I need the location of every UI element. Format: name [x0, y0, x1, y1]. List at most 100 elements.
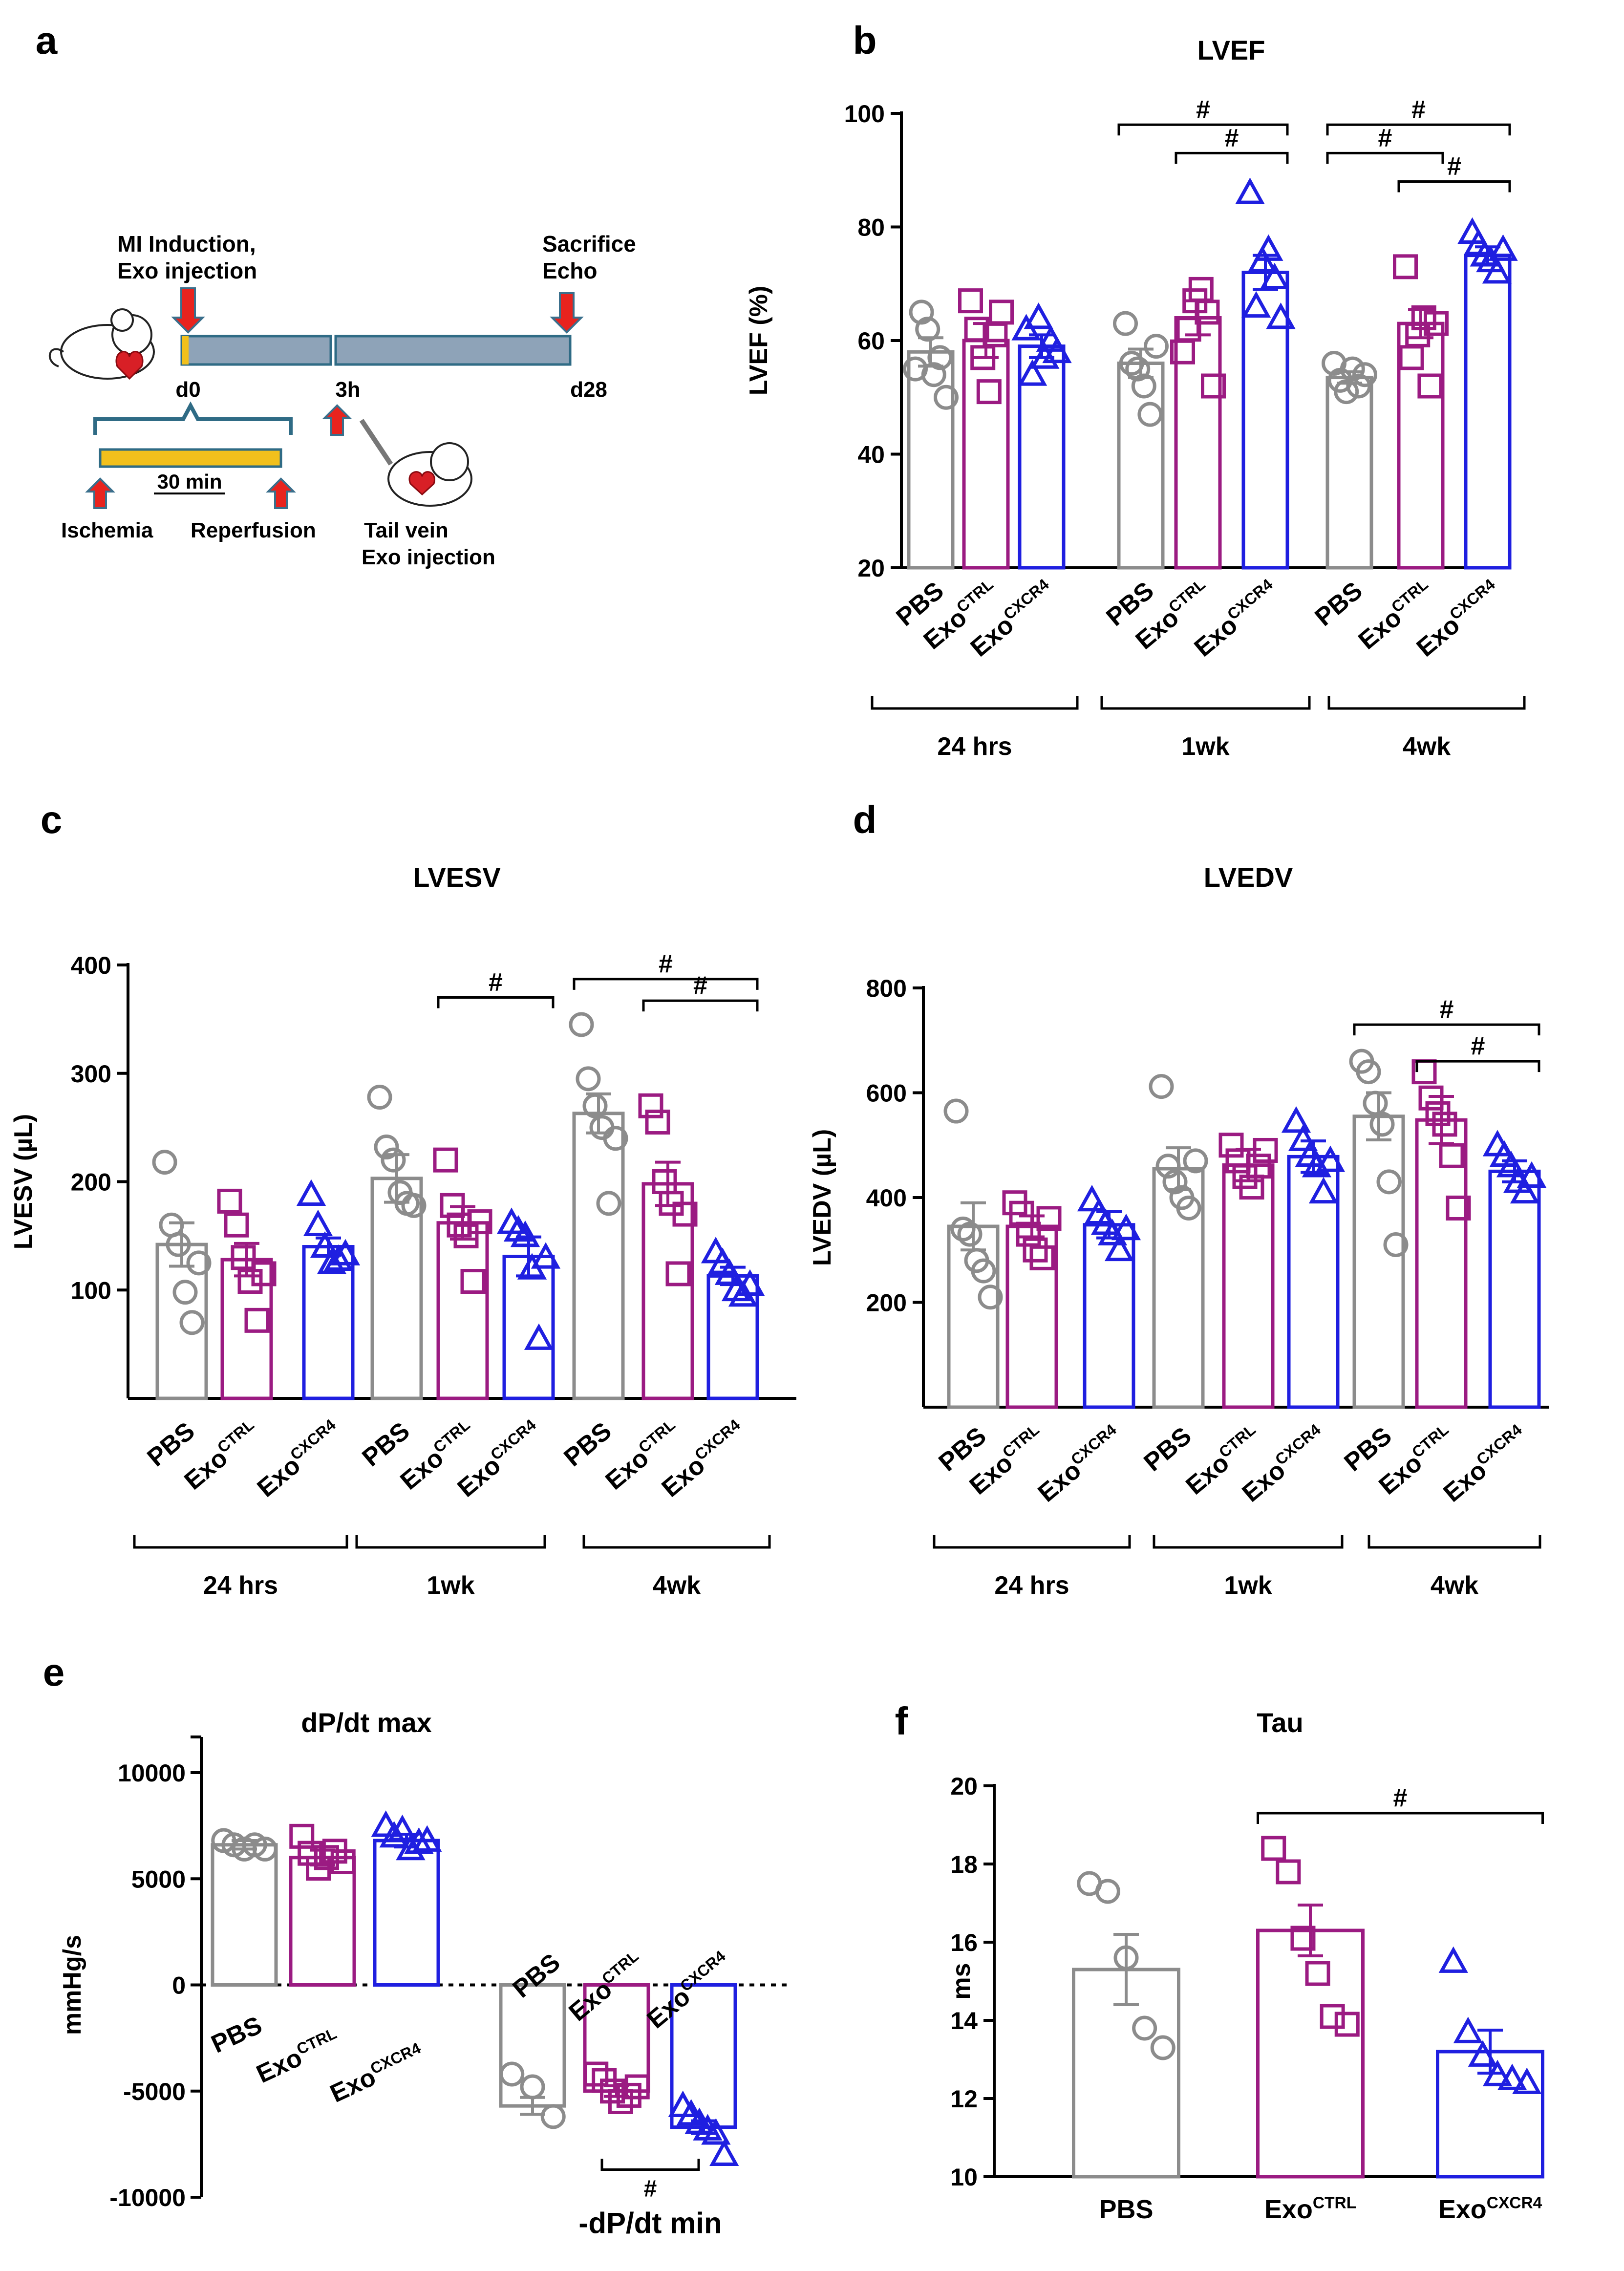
data-point [709, 2139, 739, 2166]
data-point [576, 1066, 601, 1092]
data-point [1176, 1195, 1201, 1221]
y-tick-label: 100 [71, 1277, 111, 1304]
data-point [1288, 1124, 1318, 1151]
ischemia-arrow [85, 477, 115, 509]
panel-label-c: c [41, 798, 63, 841]
data-point [1218, 1133, 1244, 1158]
data-point [1149, 1074, 1174, 1099]
category-label: PBS [508, 1948, 566, 2003]
data-point [950, 1216, 976, 1242]
min-label: -dP/dt min [578, 2207, 722, 2240]
significance-bracket [1257, 1812, 1544, 1824]
category-label: PBS [559, 1417, 617, 1472]
data-point [1104, 1234, 1134, 1262]
data-point [1125, 356, 1151, 382]
data-point [1077, 1184, 1107, 1212]
timepoint-bracket [1100, 696, 1311, 710]
data-point [1276, 1859, 1301, 1885]
data-point [467, 1209, 492, 1235]
timeline-bar-late [334, 335, 572, 366]
chart-title: LVEDV [1204, 862, 1293, 893]
zoom-bracket [93, 401, 293, 435]
data-point [1111, 1213, 1141, 1241]
y-axis-label: LVESV (µL) [9, 1114, 38, 1249]
category-label: ExoCXCR4 [325, 2039, 428, 2108]
y-axis-label: ms [947, 1963, 976, 1999]
significance-mark: # [1393, 1784, 1408, 1812]
y-tick-label: 60 [857, 327, 885, 355]
timepoint-label: 4wk [1431, 1571, 1478, 1600]
data-point [310, 1231, 340, 1258]
data-point [251, 1261, 277, 1286]
y-tick-label: 10000 [118, 1759, 186, 1787]
significance-bracket [1175, 151, 1289, 164]
data-point [1119, 351, 1144, 376]
bar [1464, 254, 1512, 570]
bar [289, 1856, 356, 1987]
data-point [638, 1093, 663, 1118]
data-point [989, 300, 1014, 325]
y-tick-label: 20 [950, 1773, 978, 1800]
data-point [1042, 336, 1072, 364]
data-point [1315, 1145, 1346, 1172]
data-point [583, 2061, 609, 2087]
data-point [503, 1215, 534, 1242]
data-point [172, 1280, 198, 1305]
y-tick-label: 400 [71, 952, 111, 979]
data-point [1470, 240, 1499, 267]
data-point [1030, 342, 1060, 369]
data-point [1131, 373, 1156, 399]
data-point [1235, 177, 1265, 204]
data-point [371, 1810, 401, 1837]
data-point [1017, 359, 1047, 386]
data-point [1468, 2040, 1498, 2067]
panel-c-lvesv-chart: LVESV 100 200 300 400 LVESV (µL) PBS ExoCTRLExo… [9, 862, 796, 1600]
data-point [330, 1849, 356, 1874]
data-point [1024, 302, 1053, 329]
category-label: ExoCTRL [563, 1947, 650, 2027]
data-point [624, 2074, 650, 2100]
data-point [1113, 311, 1138, 336]
data-point [186, 1250, 212, 1276]
significance-mark: # [1196, 95, 1210, 124]
mouse-icon [49, 308, 155, 380]
y-tick-label: 200 [71, 1169, 111, 1196]
data-point [915, 317, 940, 342]
data-point [387, 1814, 417, 1842]
data-point [1517, 1161, 1547, 1188]
data-point [1036, 1206, 1062, 1231]
mouse-syringe-icon [359, 419, 472, 507]
timepoint-label: 24 hrs [937, 732, 1012, 761]
data-point [217, 1188, 242, 1214]
y-tick-label: 300 [71, 1060, 111, 1088]
data-point [701, 2118, 731, 2145]
timepoint-label: 4wk [653, 1571, 701, 1600]
data-point [1363, 1091, 1388, 1116]
data-point [224, 1212, 249, 1238]
y-tick-label: -5000 [123, 2078, 186, 2105]
data-point [596, 1191, 621, 1216]
data-point [1488, 234, 1518, 261]
y-tick-label: 18 [950, 1851, 978, 1878]
y-tick-label: 16 [950, 1929, 978, 1956]
tail-vein-arrow [322, 404, 352, 436]
significance-bracket [1117, 123, 1289, 136]
category-label: ExoCXCR4 [1438, 2194, 1542, 2224]
hour3-label: 3h [335, 378, 360, 402]
data-point [1376, 1169, 1402, 1195]
data-point [1029, 1245, 1055, 1270]
data-point [323, 1244, 354, 1271]
data-point [1176, 317, 1201, 342]
timepoint-label: 4wk [1403, 732, 1451, 761]
data-point [616, 2082, 641, 2108]
data-point [1281, 1106, 1311, 1133]
category-label: PBS [1099, 2195, 1153, 2224]
data-point [1496, 1151, 1526, 1178]
data-point [1432, 1112, 1457, 1137]
y-tick-label: 600 [866, 1080, 907, 1107]
significance-bracket [573, 978, 759, 990]
chart-title: Tau [1257, 1707, 1303, 1738]
day28-label: d28 [570, 378, 607, 402]
significance-bracket [600, 2159, 700, 2171]
